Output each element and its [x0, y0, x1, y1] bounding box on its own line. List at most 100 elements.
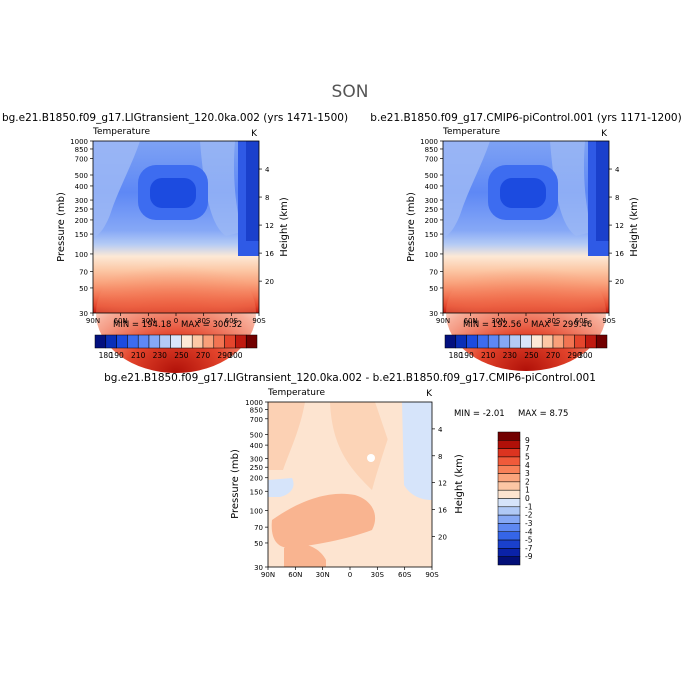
colorbar-label: 230 [503, 351, 518, 360]
x-tick-label: 60N [464, 317, 478, 325]
colorbar-swatch [497, 448, 521, 458]
x-tick-label: 90N [261, 571, 275, 579]
y-axis-label: Pressure (mb) [406, 192, 417, 262]
colorbar-swatch [466, 334, 478, 349]
y-tick-label: 700 [250, 416, 263, 424]
colorbar-swatch [224, 334, 236, 349]
colorbar-label: 300 [228, 351, 243, 360]
colorbar-label: 190 [459, 351, 474, 360]
x-tick-label: 90N [86, 317, 100, 325]
colorbar-label: 210 [481, 351, 496, 360]
panel-subtitle: Temperature [92, 127, 150, 137]
y-tick-label: 150 [75, 231, 88, 239]
panel-units: K [601, 129, 608, 139]
y-tick-label: 700 [75, 155, 88, 163]
height-axis: 20 16 12 8 4 [432, 426, 447, 541]
x-tick-label: 90N [436, 317, 450, 325]
colorbar-swatch [105, 334, 117, 349]
season-title: SON [332, 82, 369, 102]
panel-units: K [251, 129, 258, 139]
height-tick-label: 12 [265, 222, 274, 230]
colorbar-label: -5 [525, 536, 533, 545]
height-tick-label: 8 [438, 453, 442, 461]
x-tick-label: 90S [425, 571, 439, 579]
x-tick-label: 90S [252, 317, 266, 325]
colorbar-swatch [137, 334, 150, 349]
height-tick-label: 12 [438, 480, 447, 488]
y-tick-label: 50 [254, 540, 263, 548]
colorbar-swatch [497, 481, 521, 491]
min-label: MIN = -2.01 [454, 409, 505, 419]
colorbar-swatch [497, 440, 521, 449]
x-tick-label: 90S [602, 317, 616, 325]
colorbar-label: 250 [524, 351, 539, 360]
y-tick-label: 250 [75, 206, 88, 214]
colorbar-label: 0 [525, 494, 530, 503]
colorbar-swatch [531, 334, 543, 349]
colorbar-label: 230 [153, 351, 168, 360]
y-axis-label-right: Height (km) [629, 197, 640, 257]
colorbar-swatch [509, 334, 521, 349]
panel-title: bg.e21.B1850.f09_g17.LIGtransient_120.0k… [104, 372, 596, 384]
colorbar-swatch [477, 334, 489, 349]
colorbar-label: 1 [525, 486, 530, 495]
panel-cmip6-picontrol: b.e21.B1850.f09_g17.CMIP6-piControl.001 … [370, 112, 682, 371]
panel-difference: bg.e21.B1850.f09_g17.LIGtransient_120.0k… [104, 372, 596, 579]
height-tick-label: 20 [438, 533, 447, 541]
y-tick-label: 70 [254, 524, 263, 532]
colorbar-label: 3 [525, 469, 530, 478]
y-tick-label: 300 [250, 456, 263, 464]
height-axis: 20 16 12 8 4 [609, 166, 624, 286]
x-tick-label: 0 [174, 317, 178, 325]
colorbar-label: 290 [567, 351, 582, 360]
y-axis-label: Pressure (mb) [230, 449, 241, 519]
colorbar-swatch [541, 334, 554, 349]
y-tick-label: 700 [425, 155, 438, 163]
colorbar-label: 270 [546, 351, 561, 360]
x-tick-label: 30S [371, 571, 385, 579]
x-tick-label: 60S [398, 571, 412, 579]
x-tick-label: 30N [141, 317, 155, 325]
latitude-axis: 90N 60N 30N 0 30S 60S 90S [86, 313, 266, 325]
y-tick-label: 400 [75, 183, 88, 191]
colorbar-swatch [497, 531, 521, 541]
colorbar-swatch [235, 334, 247, 349]
colorbar-label: -9 [525, 552, 533, 561]
y-tick-label: 30 [254, 564, 263, 572]
y-tick-label: 30 [429, 310, 438, 318]
colorbar-label: 4 [525, 461, 530, 470]
colorbar-label: 5 [525, 452, 530, 461]
y-tick-label: 400 [250, 442, 263, 450]
colorbar-swatch [497, 489, 521, 499]
colorbar-swatch [497, 473, 521, 483]
colorbar-swatch [497, 456, 521, 466]
colorbar-swatch [497, 548, 521, 557]
height-tick-label: 16 [615, 250, 624, 258]
panel-title: b.e21.B1850.f09_g17.CMIP6-piControl.001 … [370, 112, 681, 124]
colorbar-swatch [127, 334, 139, 349]
y-tick-label: 500 [250, 432, 263, 440]
colorbar-label: 180 [449, 351, 464, 360]
panel-lig-transient: bg.e21.B1850.f09_g17.LIGtransient_120.0k… [2, 112, 348, 373]
x-tick-label: 30N [491, 317, 505, 325]
colorbar-swatch [191, 334, 204, 349]
max-label: MAX = 300.32 [181, 320, 242, 330]
colorbar-swatch [497, 523, 521, 532]
height-tick-label: 20 [615, 278, 624, 286]
height-tick-label: 8 [615, 194, 619, 202]
min-label: MIN = 194.18 [113, 320, 171, 330]
colorbar-swatch [520, 334, 532, 349]
height-tick-label: 4 [438, 426, 443, 434]
y-axis-label-right: Height (km) [454, 454, 465, 514]
colorbar-swatch [202, 334, 215, 349]
panel-subtitle: Temperature [267, 388, 325, 398]
y-tick-label: 150 [425, 231, 438, 239]
colorbar-swatch [455, 334, 467, 349]
colorbar-label: 270 [196, 351, 211, 360]
colorbar-swatch [181, 334, 193, 349]
height-tick-label: 4 [265, 166, 270, 174]
y-tick-label: 1000 [70, 138, 88, 146]
x-tick-label: 0 [348, 571, 352, 579]
